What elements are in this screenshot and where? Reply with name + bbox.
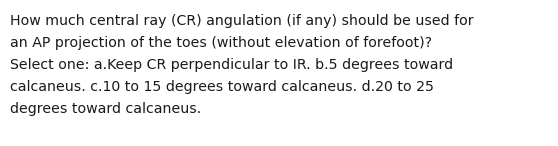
Text: Select one: a.Keep CR perpendicular to IR. b.5 degrees toward: Select one: a.Keep CR perpendicular to I… (10, 58, 453, 72)
Text: an AP projection of the toes (without elevation of forefoot)?: an AP projection of the toes (without el… (10, 36, 432, 50)
Text: How much central ray (CR) angulation (if any) should be used for: How much central ray (CR) angulation (if… (10, 14, 474, 28)
Text: degrees toward calcaneus.: degrees toward calcaneus. (10, 102, 201, 116)
Text: calcaneus. c.10 to 15 degrees toward calcaneus. d.20 to 25: calcaneus. c.10 to 15 degrees toward cal… (10, 80, 434, 94)
